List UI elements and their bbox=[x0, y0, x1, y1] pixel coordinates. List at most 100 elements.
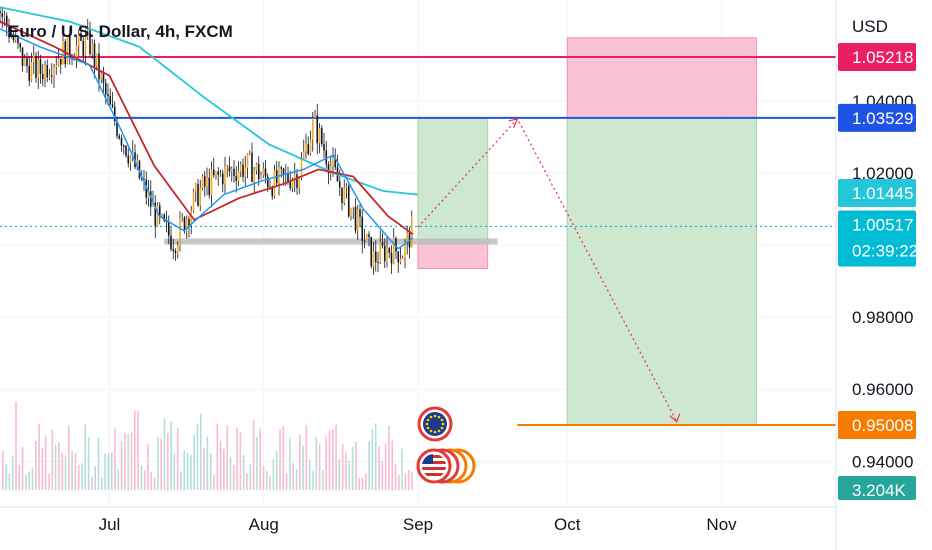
time-tick-label: Jul bbox=[99, 515, 121, 534]
volume-bar bbox=[381, 460, 384, 490]
candle-down bbox=[122, 145, 125, 147]
candle-up bbox=[62, 41, 64, 65]
candle-down bbox=[140, 178, 143, 180]
volume-bar bbox=[110, 452, 113, 490]
candle-up bbox=[194, 184, 197, 192]
candle-up bbox=[192, 191, 195, 211]
price-badge-label: 1.05218 bbox=[852, 48, 913, 67]
candle-down bbox=[98, 53, 100, 80]
candle-up bbox=[201, 176, 204, 188]
candle-down bbox=[316, 115, 319, 144]
time-axis[interactable]: Jul Aug Sep Oct Nov bbox=[0, 506, 836, 534]
candle-up bbox=[30, 62, 33, 81]
candle-down bbox=[383, 245, 386, 262]
volume-bar bbox=[299, 434, 301, 490]
candle-up bbox=[345, 186, 348, 188]
candle-up bbox=[181, 217, 184, 219]
candle-up bbox=[399, 259, 402, 263]
price-badge-label: 1.03529 bbox=[852, 109, 913, 128]
volume-bar bbox=[101, 477, 103, 490]
candle-down bbox=[5, 15, 8, 27]
candle-down bbox=[50, 75, 53, 77]
event-flags[interactable] bbox=[416, 406, 476, 484]
candle-down bbox=[19, 43, 22, 48]
volume-bar bbox=[134, 410, 136, 490]
candle-up bbox=[215, 171, 217, 176]
volume-bar bbox=[5, 464, 7, 490]
candle-down bbox=[188, 218, 190, 226]
volume-bar bbox=[64, 455, 67, 490]
horizontal-levels[interactable] bbox=[0, 56, 836, 426]
volume-bar bbox=[180, 471, 182, 490]
candle-down bbox=[307, 144, 310, 154]
us-flag-stack-icon[interactable] bbox=[416, 448, 476, 484]
volume-bar bbox=[18, 465, 21, 490]
volume-bar bbox=[130, 432, 133, 490]
volume-bar bbox=[358, 477, 360, 490]
countdown-label: 02:39:22 bbox=[852, 241, 918, 260]
candle-down bbox=[116, 121, 118, 136]
volume-bar bbox=[213, 475, 215, 490]
ma-long-line bbox=[0, 6, 419, 196]
candle-down bbox=[89, 30, 91, 54]
volume-bar bbox=[137, 411, 139, 490]
candle-up bbox=[185, 218, 188, 232]
candle-down bbox=[221, 173, 224, 185]
volume-bar bbox=[398, 474, 400, 490]
price-badge bbox=[838, 103, 916, 132]
candle-down bbox=[374, 251, 377, 262]
volume-bar bbox=[292, 462, 294, 490]
candle-down bbox=[363, 240, 366, 242]
candle-up bbox=[239, 164, 242, 172]
candle-down bbox=[35, 55, 37, 79]
volume-bar bbox=[239, 432, 242, 490]
candle-down bbox=[264, 168, 267, 177]
candle-down bbox=[138, 160, 141, 179]
eu-flag-icon[interactable] bbox=[417, 406, 453, 442]
volume-bar bbox=[328, 430, 331, 490]
ma-slow-line bbox=[0, 20, 414, 236]
position-zones bbox=[164, 37, 757, 426]
time-tick-label: Aug bbox=[249, 515, 279, 534]
volume-bar bbox=[233, 465, 235, 490]
candle-down bbox=[143, 178, 145, 180]
volume-bar bbox=[275, 450, 278, 490]
candle-down bbox=[149, 191, 152, 207]
volume-bar bbox=[325, 436, 327, 490]
candle-up bbox=[352, 206, 355, 208]
candle-up bbox=[314, 115, 316, 119]
candle-down bbox=[289, 181, 292, 189]
candle-down bbox=[1, 13, 4, 17]
candle-down bbox=[165, 220, 168, 223]
price-badge bbox=[838, 178, 916, 207]
candle-up bbox=[332, 158, 334, 166]
candlestick-series bbox=[0, 6, 413, 276]
volume-bar bbox=[341, 444, 344, 490]
projected-path bbox=[417, 117, 681, 423]
volume-bar bbox=[371, 428, 374, 490]
candle-up bbox=[401, 258, 404, 260]
candle-up bbox=[136, 160, 139, 168]
candle-up bbox=[302, 151, 305, 159]
volume-bar bbox=[87, 436, 90, 490]
candle-down bbox=[233, 168, 235, 177]
volume-bar bbox=[38, 423, 40, 490]
price-badge bbox=[838, 210, 916, 267]
price-tick-label: 0.96000 bbox=[852, 380, 913, 399]
volume-bar bbox=[368, 441, 370, 490]
candle-up bbox=[48, 75, 51, 78]
volume-bar bbox=[295, 469, 298, 490]
volume-bar bbox=[117, 469, 120, 490]
ma-fast-line bbox=[0, 28, 414, 250]
volume-bar bbox=[378, 446, 380, 490]
volume-bar bbox=[61, 453, 63, 490]
candle-down bbox=[280, 167, 283, 169]
volume-bar bbox=[143, 470, 146, 490]
volume-bar bbox=[170, 421, 172, 490]
candle-down bbox=[118, 135, 121, 139]
candle-down bbox=[282, 168, 285, 175]
volume-bar bbox=[302, 445, 304, 490]
candle-up bbox=[365, 234, 368, 242]
price-axis[interactable]: USD 1.040001.020000.980000.960000.940001… bbox=[835, 0, 932, 550]
